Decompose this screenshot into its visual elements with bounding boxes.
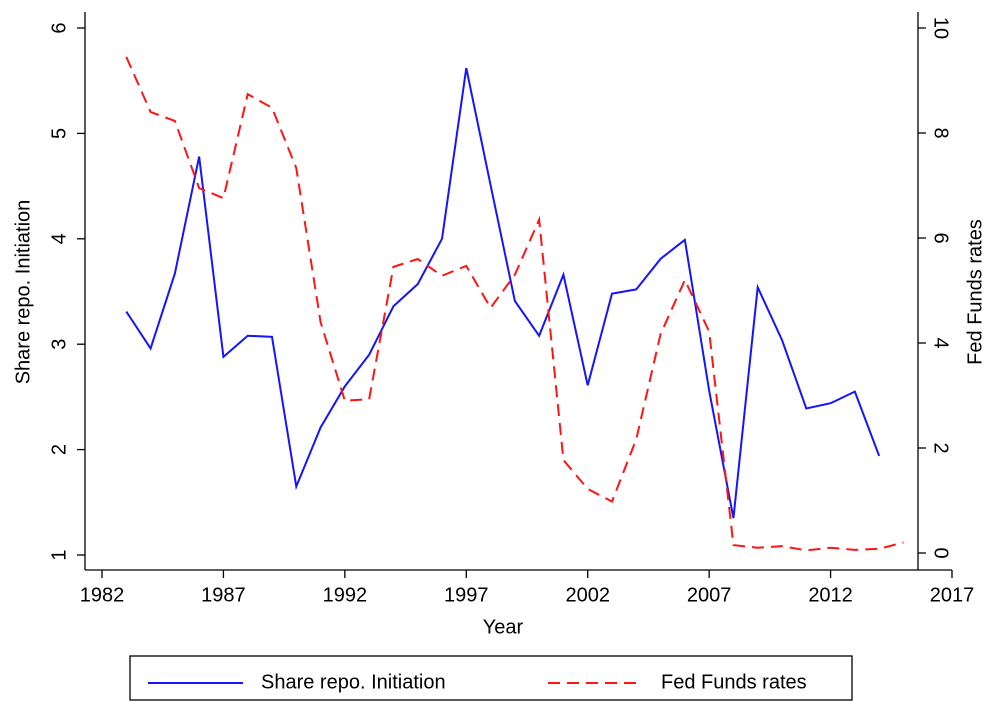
x-tick-label: 2002 <box>565 584 610 606</box>
x-tick-label: 2017 <box>930 584 975 606</box>
y-tick-label: 2 <box>48 444 70 455</box>
y-tick-label: 3 <box>48 339 70 350</box>
legend-box <box>129 655 853 701</box>
legend-label: Fed Funds rates <box>661 671 807 693</box>
x-tick-label: 2007 <box>687 584 732 606</box>
y2-axis-label: Fed Funds rates <box>964 219 986 365</box>
x-tick-label: 1992 <box>323 584 368 606</box>
y2-tick-label: 4 <box>930 337 952 348</box>
series-line <box>125 56 904 552</box>
y-tick-label: 5 <box>48 128 70 139</box>
y-tick-label: 6 <box>48 22 70 33</box>
y-tick-label: 1 <box>48 549 70 560</box>
x-axis-label: Year <box>483 616 524 638</box>
y2-tick-label: 8 <box>930 127 952 138</box>
y-axis-label: Share repo. Initiation <box>12 200 34 385</box>
x-tick-label: 1982 <box>80 584 125 606</box>
x-tick-label: 1997 <box>444 584 489 606</box>
y2-tick-label: 0 <box>930 547 952 558</box>
y2-tick-label: 10 <box>930 17 952 39</box>
y-tick-label: 4 <box>48 233 70 244</box>
series-line <box>125 67 881 519</box>
x-tick-label: 2012 <box>808 584 853 606</box>
y2-tick-label: 6 <box>930 232 952 243</box>
x-tick-label: 1987 <box>201 584 246 606</box>
legend-label: Share repo. Initiation <box>261 671 446 693</box>
y2-tick-label: 2 <box>930 442 952 453</box>
